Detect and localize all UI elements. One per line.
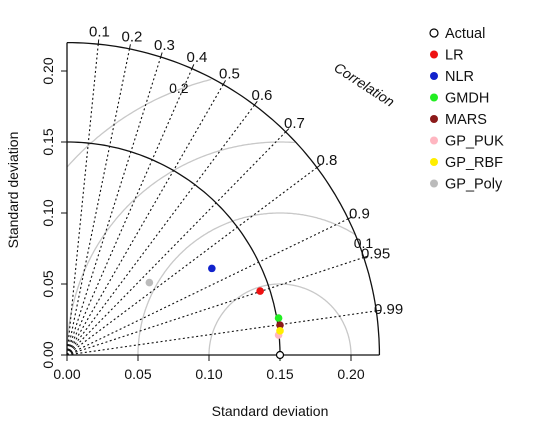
legend-label-gp-poly: GP_Poly xyxy=(445,177,503,193)
legend-label-mars: MARS xyxy=(445,112,487,128)
correlation-tick-label-8: 0.9 xyxy=(349,205,370,222)
correlation-ray-3 xyxy=(67,69,192,355)
point-gmdh xyxy=(275,314,283,322)
legend-label-gp-rbf: GP_RBF xyxy=(445,155,503,171)
x-axis-label: Standard deviation xyxy=(212,403,329,419)
x-tick-label-2: 0.10 xyxy=(195,366,222,382)
y-axis-label: Standard deviation xyxy=(5,132,21,249)
legend-marker-lr xyxy=(430,51,438,59)
correlation-tick-label-2: 0.3 xyxy=(154,37,175,54)
correlation-tick-label-6: 0.7 xyxy=(284,115,305,132)
correlation-ray-6 xyxy=(67,132,286,355)
rms-contour-1 xyxy=(138,213,355,355)
correlation-tick-label-9: 0.95 xyxy=(361,246,390,263)
legend-marker-actual xyxy=(430,29,438,37)
legend-marker-gmdh xyxy=(430,94,438,102)
x-tick-label-1: 0.05 xyxy=(124,366,151,382)
x-tick-label-4: 0.20 xyxy=(337,366,364,382)
correlation-tick-label-0: 0.1 xyxy=(89,24,110,41)
legend-marker-gp-rbf xyxy=(430,158,438,166)
x-tick-label-3: 0.15 xyxy=(266,366,293,382)
legend-label-nlr: NLR xyxy=(445,69,474,85)
correlation-ray-9 xyxy=(67,257,364,355)
rms-contour-2 xyxy=(67,142,295,355)
y-tick-label-1: 0.05 xyxy=(40,270,56,297)
correlation-ray-1 xyxy=(67,49,129,355)
y-tick-label-0: 0.00 xyxy=(40,341,56,368)
legend-marker-nlr xyxy=(430,72,438,80)
legend-label-gmdh: GMDH xyxy=(445,91,489,107)
correlation-axis-label: Correlation xyxy=(331,59,397,110)
correlation-tick-label-4: 0.5 xyxy=(219,66,240,83)
correlation-tick-label-1: 0.2 xyxy=(122,29,143,46)
y-tick-label-2: 0.10 xyxy=(40,199,56,226)
legend-marker-mars xyxy=(430,115,438,123)
legend-label-lr: LR xyxy=(445,48,464,64)
rms-contour-3 xyxy=(67,79,211,166)
legend-marker-gp-poly xyxy=(430,180,438,188)
legend-label-actual: Actual xyxy=(445,26,485,42)
correlation-ray-2 xyxy=(67,57,161,355)
x-tick-label-0: 0.00 xyxy=(53,366,80,382)
legend-label-gp-puk: GP_PUK xyxy=(445,134,504,150)
correlation-ray-0 xyxy=(67,44,98,355)
y-tick-label-4: 0.20 xyxy=(40,57,56,84)
point-nlr xyxy=(208,265,216,273)
correlation-tick-label-7: 0.8 xyxy=(316,152,337,169)
point-lr xyxy=(256,287,264,295)
legend-marker-gp-puk xyxy=(430,137,438,145)
point-actual xyxy=(277,352,284,359)
correlation-ray-5 xyxy=(67,105,254,355)
correlation-ray-8 xyxy=(67,219,348,355)
point-gp-rbf xyxy=(276,327,284,335)
correlation-tick-label-5: 0.6 xyxy=(252,87,273,104)
correlation-tick-label-3: 0.4 xyxy=(187,49,208,66)
y-tick-label-3: 0.15 xyxy=(40,128,56,155)
correlation-tick-label-10: 0.99 xyxy=(374,301,403,318)
point-gp-poly xyxy=(146,279,154,287)
